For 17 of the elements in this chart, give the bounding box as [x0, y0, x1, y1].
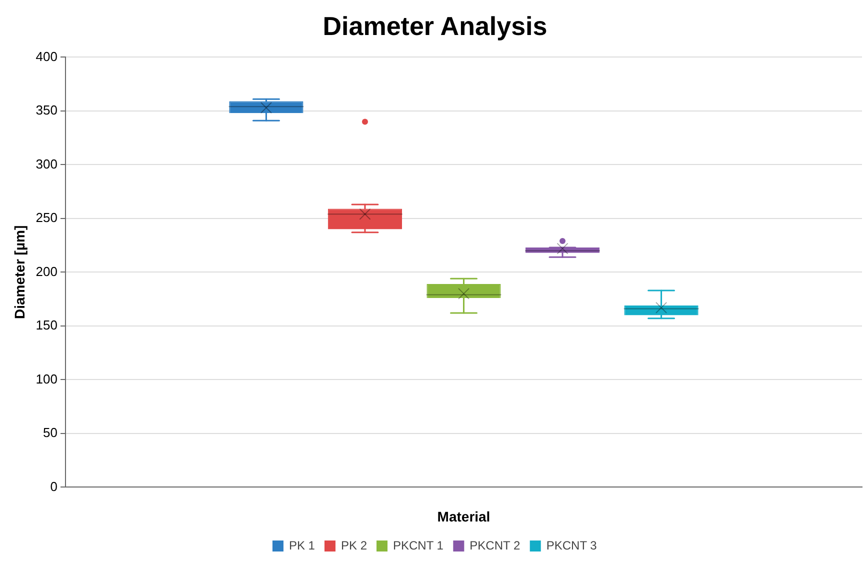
y-tick-label: 400 [36, 48, 58, 64]
legend-label: PKCNT 3 [546, 538, 598, 552]
y-tick-label: 200 [36, 264, 58, 279]
y-tick-label: 0 [50, 478, 58, 494]
legend-label: PKCNT 2 [470, 538, 520, 552]
x-axis-title: Material [437, 508, 490, 524]
y-tick-label: 250 [36, 210, 58, 226]
y-tick-label: 50 [43, 425, 58, 440]
legend-label: PK 1 [288, 538, 316, 552]
y-tick-label: 350 [36, 102, 58, 118]
y-tick-label: 150 [36, 318, 58, 333]
legend-label: PK 2 [340, 538, 368, 552]
legend-label: PKCNT 1 [393, 538, 444, 552]
y-tick-label: 300 [36, 156, 58, 172]
chart-title: Diameter Analysis [322, 10, 548, 41]
y-tick-label: 100 [36, 371, 58, 386]
y-axis-title: Diameter [µm] [11, 225, 28, 320]
